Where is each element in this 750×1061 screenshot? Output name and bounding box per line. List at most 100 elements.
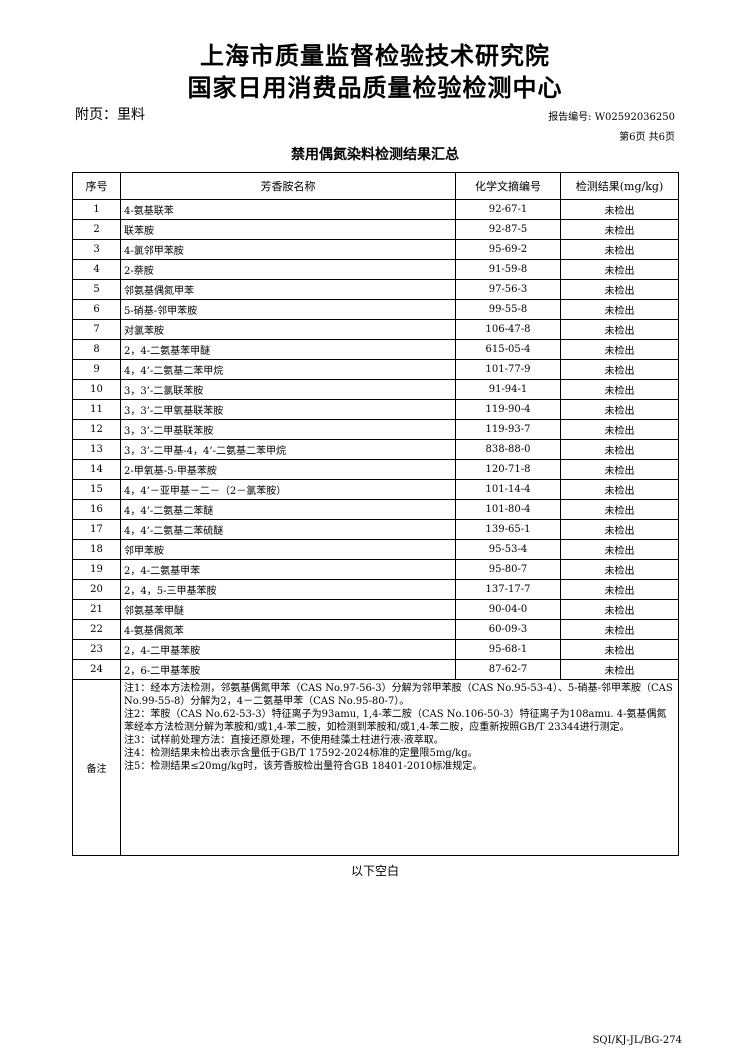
result: 未检出 bbox=[560, 499, 679, 520]
result: 未检出 bbox=[560, 379, 679, 400]
amine-name: 4-氨基偶氮苯 bbox=[120, 619, 456, 640]
report-no: 报告编号: W02592036250 bbox=[548, 112, 675, 123]
row-number: 13 bbox=[72, 439, 121, 460]
table-row: 5 邻氨基偶氮甲苯 97-56-3 未检出 bbox=[72, 279, 679, 300]
cas-number: 119-93-7 bbox=[455, 419, 561, 440]
cas-number: 95-80-7 bbox=[455, 559, 561, 580]
result: 未检出 bbox=[560, 439, 679, 460]
amine-name: 2-萘胺 bbox=[120, 259, 456, 280]
table-row: 16 4，4’-二氨基二苯醚 101-80-4 未检出 bbox=[72, 499, 679, 520]
table-title: 禁用偶氮染料检测结果汇总 bbox=[291, 147, 459, 163]
amine-name: 对氯苯胺 bbox=[120, 319, 456, 340]
cas-number: 90-04-0 bbox=[455, 599, 561, 620]
result: 未检出 bbox=[560, 359, 679, 380]
amine-name: 2，4，5-三甲基苯胺 bbox=[120, 579, 456, 600]
title-line-1: 上海市质量监督检验技术研究院 bbox=[200, 41, 550, 70]
table-row: 19 2，4-二氨基甲苯 95-80-7 未检出 bbox=[72, 559, 679, 580]
amine-name: 邻氨基苯甲醚 bbox=[120, 599, 456, 620]
row-number: 22 bbox=[72, 619, 121, 640]
table-row: 3 4-氯邻甲苯胺 95-69-2 未检出 bbox=[72, 239, 679, 260]
result: 未检出 bbox=[560, 659, 679, 680]
cas-number: 99-55-8 bbox=[455, 299, 561, 320]
row-number: 10 bbox=[72, 379, 121, 400]
table-row: 21 邻氨基苯甲醚 90-04-0 未检出 bbox=[72, 599, 679, 620]
cas-number: 838-88-0 bbox=[455, 439, 561, 460]
row-number: 18 bbox=[72, 539, 121, 560]
result: 未检出 bbox=[560, 199, 679, 220]
amine-name: 2-甲氧基-5-甲基苯胺 bbox=[120, 459, 456, 480]
column-header: 化学文摘编号 bbox=[455, 172, 561, 200]
cas-number: 60-09-3 bbox=[455, 619, 561, 640]
cas-number: 615-05-4 bbox=[455, 339, 561, 360]
cas-number: 87-62-7 bbox=[455, 659, 561, 680]
cas-number: 92-67-1 bbox=[455, 199, 561, 220]
amine-name: 5-硝基-邻甲苯胺 bbox=[120, 299, 456, 320]
table-row: 18 邻甲苯胺 95-53-4 未检出 bbox=[72, 539, 679, 560]
row-number: 12 bbox=[72, 419, 121, 440]
result: 未检出 bbox=[560, 599, 679, 620]
result: 未检出 bbox=[560, 579, 679, 600]
title-line-2: 国家日用消费品质量检验检测中心 bbox=[187, 73, 563, 102]
row-number: 6 bbox=[72, 299, 121, 320]
table-row: 4 2-萘胺 91-59-8 未检出 bbox=[72, 259, 679, 280]
result: 未检出 bbox=[560, 419, 679, 440]
result: 未检出 bbox=[560, 399, 679, 420]
result: 未检出 bbox=[560, 559, 679, 580]
attachment: 附页：里料 bbox=[75, 107, 145, 123]
remark: 注3：试样前处理方法：直接还原处理，不使用硅藻土柱进行液-液萃取。 bbox=[124, 735, 444, 746]
remarks-cell: 注1：经本方法检测，邻氨基偶氮甲苯（CAS No.97-56-3）分解为邻甲苯胺… bbox=[120, 679, 679, 856]
table-row: 10 3，3’-二氯联苯胺 91-94-1 未检出 bbox=[72, 379, 679, 400]
header-row: 序号 芳香胺名称 化学文摘编号 检测结果(mg/kg) bbox=[72, 172, 679, 200]
cas-number: 120-71-8 bbox=[455, 459, 561, 480]
row-number: 20 bbox=[72, 579, 121, 600]
amine-name: 邻氨基偶氮甲苯 bbox=[120, 279, 456, 300]
cas-number: 92-87-5 bbox=[455, 219, 561, 240]
amine-name: 3，3’-二甲氧基联苯胺 bbox=[120, 399, 456, 420]
result: 未检出 bbox=[560, 239, 679, 260]
table-row: 22 4-氨基偶氮苯 60-09-3 未检出 bbox=[72, 619, 679, 640]
remark: 注1：经本方法检测，邻氨基偶氮甲苯（CAS No.97-56-3）分解为邻甲苯胺… bbox=[124, 683, 673, 707]
results-table: 序号 芳香胺名称 化学文摘编号 检测结果(mg/kg) 1 4-氨基联苯 92-67… bbox=[72, 172, 679, 856]
column-header: 序号 bbox=[72, 172, 121, 200]
result: 未检出 bbox=[560, 459, 679, 480]
amine-name: 3，3’-二氯联苯胺 bbox=[120, 379, 456, 400]
table-row: 1 4-氨基联苯 92-67-1 未检出 bbox=[72, 199, 679, 220]
amine-name: 邻甲苯胺 bbox=[120, 539, 456, 560]
table-row: 8 2，4-二氨基苯甲醚 615-05-4 未检出 bbox=[72, 339, 679, 360]
row-number: 7 bbox=[72, 319, 121, 340]
amine-name: 3，3’-二甲基-4，4’-二氨基二苯甲烷 bbox=[120, 439, 456, 460]
table-row: 11 3，3’-二甲氧基联苯胺 119-90-4 未检出 bbox=[72, 399, 679, 420]
column-header: 检测结果(mg/kg) bbox=[560, 172, 679, 200]
amine-name: 4-氨基联苯 bbox=[120, 199, 456, 220]
amine-name: 4，4’－亚甲基－二－（2－氯苯胺） bbox=[120, 479, 456, 500]
remarks-row: 备注 注1：经本方法检测，邻氨基偶氮甲苯（CAS No.97-56-3）分解为邻… bbox=[72, 679, 679, 856]
row-number: 14 bbox=[72, 459, 121, 480]
remarks-body: 备注 注1：经本方法检测，邻氨基偶氮甲苯（CAS No.97-56-3）分解为邻… bbox=[72, 679, 679, 856]
cas-number: 91-94-1 bbox=[455, 379, 561, 400]
cas-number: 97-56-3 bbox=[455, 279, 561, 300]
amine-name: 2，4-二氨基苯甲醚 bbox=[120, 339, 456, 360]
row-number: 23 bbox=[72, 639, 121, 660]
result: 未检出 bbox=[560, 259, 679, 280]
result: 未检出 bbox=[560, 279, 679, 300]
row-number: 21 bbox=[72, 599, 121, 620]
row-number: 16 bbox=[72, 499, 121, 520]
cas-number: 139-65-1 bbox=[455, 519, 561, 540]
form-code: SQI/KJ-JL/BG-274 bbox=[592, 1035, 682, 1046]
row-number: 24 bbox=[72, 659, 121, 680]
result: 未检出 bbox=[560, 619, 679, 640]
table-row: 20 2，4，5-三甲基苯胺 137-17-7 未检出 bbox=[72, 579, 679, 600]
table-body: 1 4-氨基联苯 92-67-1 未检出 2 联苯胺 92-87-5 未检出 3 4-氯邻甲苯胺 9… bbox=[72, 199, 679, 680]
row-number: 8 bbox=[72, 339, 121, 360]
table-row: 7 对氯苯胺 106-47-8 未检出 bbox=[72, 319, 679, 340]
table-row: 17 4，4’-二氨基二苯硫醚 139-65-1 未检出 bbox=[72, 519, 679, 540]
result: 未检出 bbox=[560, 479, 679, 500]
cas-number: 119-90-4 bbox=[455, 399, 561, 420]
cas-number: 137-17-7 bbox=[455, 579, 561, 600]
table-row: 9 4，4’-二氨基二苯甲烷 101-77-9 未检出 bbox=[72, 359, 679, 380]
row-number: 1 bbox=[72, 199, 121, 220]
row-number: 19 bbox=[72, 559, 121, 580]
result: 未检出 bbox=[560, 519, 679, 540]
result: 未检出 bbox=[560, 639, 679, 660]
page-no: 第6页 共6页 bbox=[619, 132, 675, 143]
